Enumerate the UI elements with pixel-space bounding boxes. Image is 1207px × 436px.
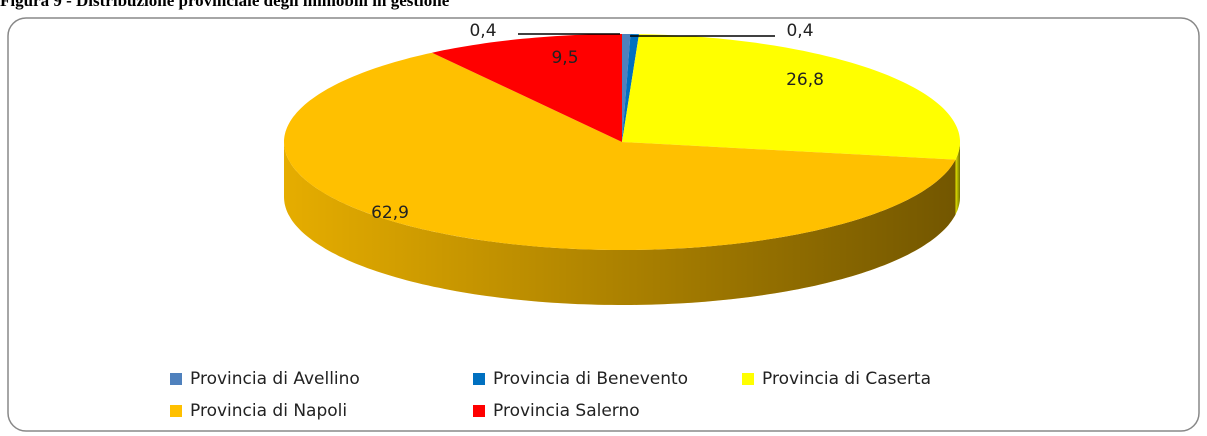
slice <box>622 34 639 142</box>
legend-swatch <box>473 373 485 385</box>
data-label: 26,8 <box>786 70 824 90</box>
legend-swatch <box>170 405 182 417</box>
legend-label: Provincia Salerno <box>493 401 640 421</box>
slice <box>432 34 622 142</box>
legend-label: Provincia di Benevento <box>493 369 688 389</box>
legend-swatch <box>170 373 182 385</box>
data-label: 0,4 <box>786 21 813 41</box>
slice-side-shade <box>955 142 960 215</box>
legend-label: Provincia di Avellino <box>190 369 360 389</box>
slice-side-shade <box>284 142 956 305</box>
legend-swatch <box>742 373 754 385</box>
slice <box>284 52 956 251</box>
legend-label: Provincia di Caserta <box>762 369 931 389</box>
legend-swatch <box>473 405 485 417</box>
legend-label: Provincia di Napoli <box>190 401 347 421</box>
slice <box>622 34 960 160</box>
data-label: 62,9 <box>371 203 409 223</box>
data-label: 9,5 <box>551 48 578 68</box>
data-label: 0,4 <box>469 21 496 41</box>
chart-title: Figura 9 - Distribuzione provinciale deg… <box>0 0 450 10</box>
